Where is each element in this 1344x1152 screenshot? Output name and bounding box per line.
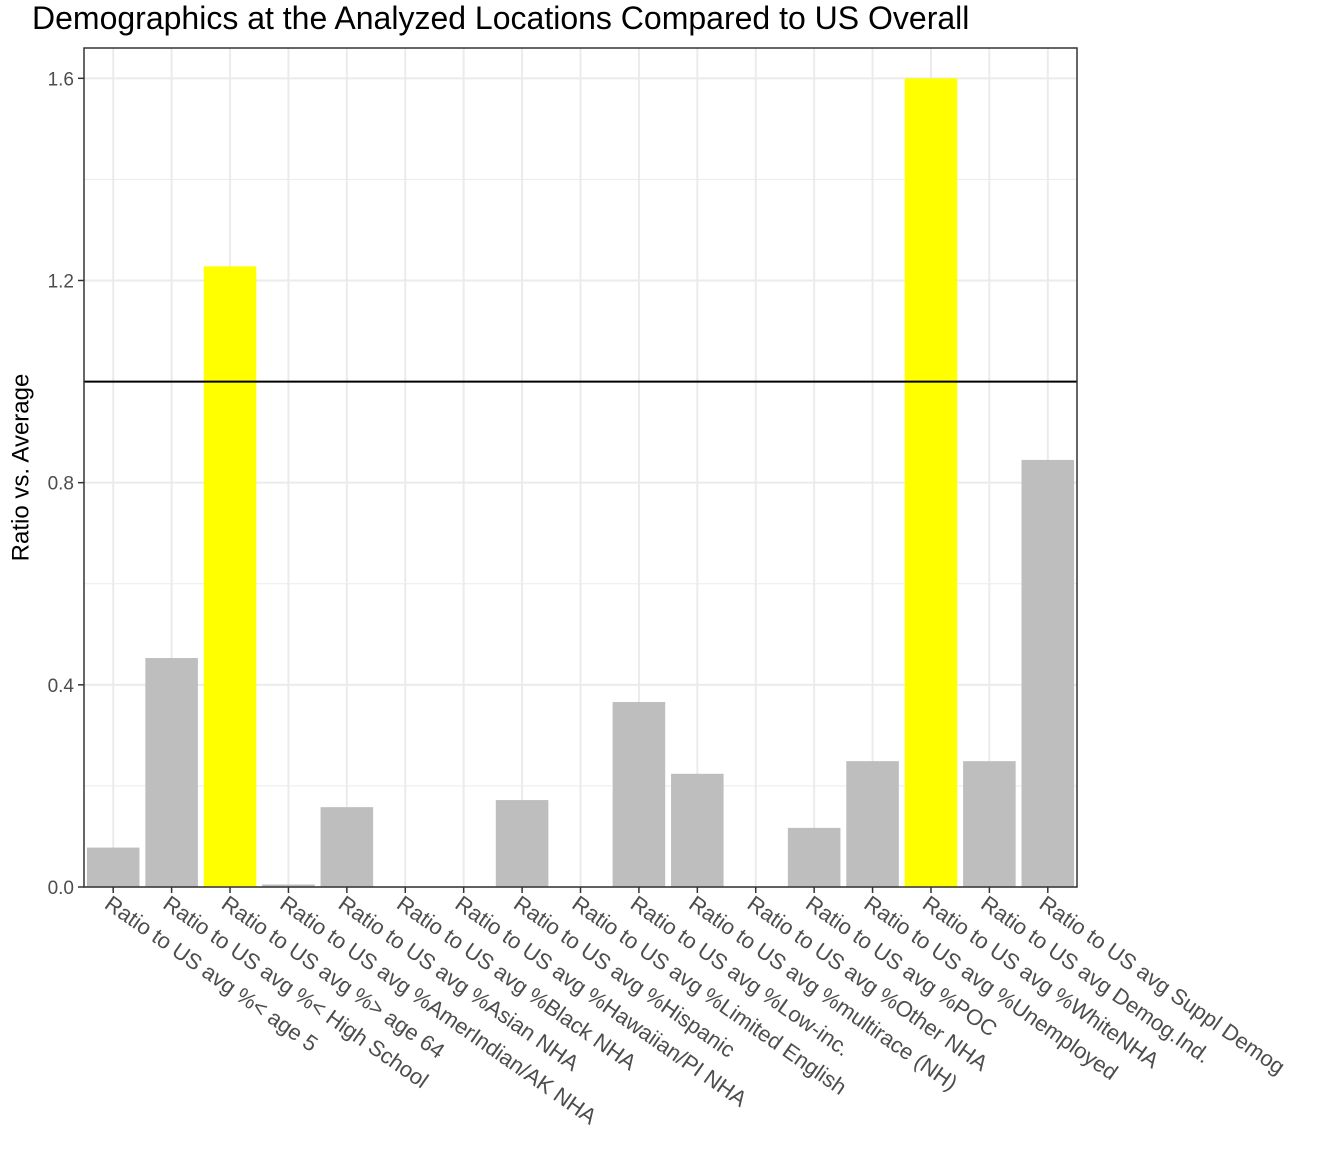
bar — [904, 78, 958, 887]
bar — [671, 773, 724, 887]
y-axis-ticks: 0.0 0.4 0.8 1.2 1.6 — [48, 69, 84, 899]
y-tick-label: 0.0 — [48, 878, 74, 899]
bar — [86, 847, 140, 887]
bar — [787, 827, 841, 887]
bar — [145, 658, 198, 887]
bar — [495, 800, 549, 887]
bar-layer — [86, 78, 1075, 887]
bar — [963, 761, 1016, 887]
bar — [262, 884, 315, 887]
bar — [846, 761, 899, 887]
bar — [203, 266, 257, 887]
y-tick-label: 0.8 — [48, 474, 74, 495]
x-tick-label: Ratio to US avg Demog.Ind. — [977, 891, 1216, 1069]
y-tick-label: 1.6 — [48, 69, 74, 90]
chart-title: Demographics at the Analyzed Locations C… — [32, 0, 970, 36]
y-tick-label: 0.4 — [48, 676, 75, 697]
bar — [320, 807, 374, 887]
y-tick-label: 1.2 — [48, 271, 74, 292]
bar — [612, 702, 666, 887]
y-axis-label: Ratio vs. Average — [7, 374, 34, 562]
bar — [1021, 459, 1075, 887]
